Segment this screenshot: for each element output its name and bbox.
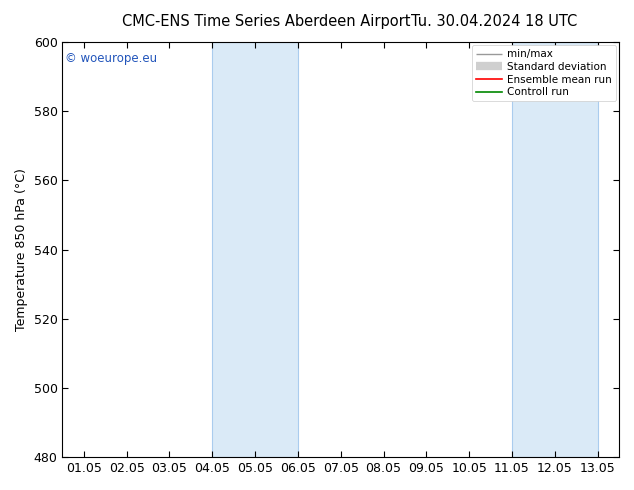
Y-axis label: Temperature 850 hPa (°C): Temperature 850 hPa (°C) bbox=[15, 168, 28, 331]
Text: CMC-ENS Time Series Aberdeen Airport: CMC-ENS Time Series Aberdeen Airport bbox=[122, 14, 411, 29]
Text: © woeurope.eu: © woeurope.eu bbox=[65, 52, 157, 66]
Legend: min/max, Standard deviation, Ensemble mean run, Controll run: min/max, Standard deviation, Ensemble me… bbox=[472, 45, 616, 101]
Bar bbox=[212, 42, 298, 457]
Bar bbox=[512, 42, 598, 457]
Text: Tu. 30.04.2024 18 UTC: Tu. 30.04.2024 18 UTC bbox=[411, 14, 578, 29]
